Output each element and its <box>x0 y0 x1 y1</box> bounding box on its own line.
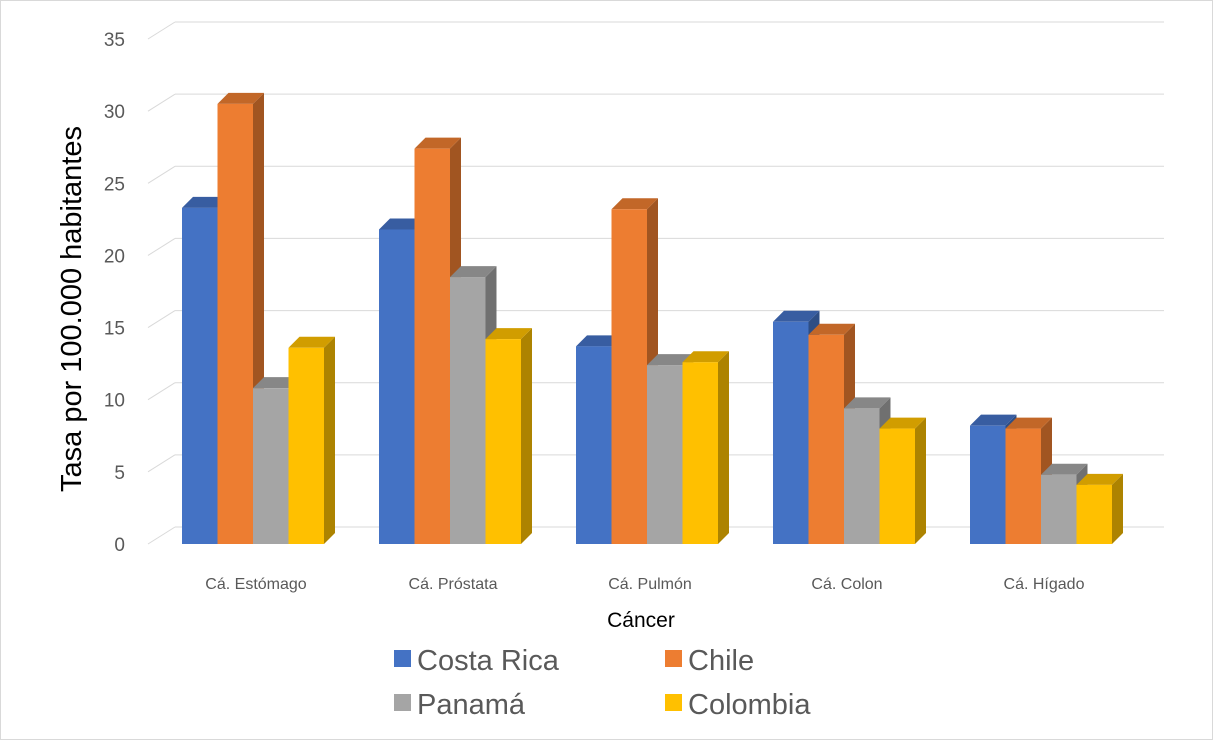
bar <box>288 336 335 544</box>
bar-side <box>521 328 532 544</box>
bar <box>1076 473 1123 544</box>
bar-top <box>576 335 623 347</box>
bar-front <box>1076 484 1112 544</box>
bar <box>217 92 264 544</box>
bar <box>485 328 532 544</box>
bar-front <box>682 362 718 544</box>
bar-top <box>682 351 729 363</box>
bar-top <box>485 328 532 340</box>
x-axis-label: Cáncer <box>607 609 675 632</box>
legend-item: Panamá <box>394 689 526 721</box>
legend-label: Costa Rica <box>417 645 560 677</box>
gridline-depth <box>147 454 176 473</box>
bar-side <box>1112 473 1123 544</box>
y-tick-label: 0 <box>114 535 125 556</box>
legend-swatch <box>394 694 411 711</box>
gridline-depth <box>147 93 176 112</box>
bar-front <box>970 425 1006 544</box>
legend-item: Costa Rica <box>394 645 560 677</box>
bar-front <box>182 207 218 545</box>
y-tick-label: 5 <box>114 463 125 484</box>
bar-front <box>611 209 647 544</box>
bar-front <box>450 277 486 544</box>
bar-top <box>611 198 658 210</box>
x-axis-categories: Cá. Estómago Cá. Próstata Cá. Pulmón Cá. Co… <box>205 576 1084 593</box>
bar-front <box>808 334 844 544</box>
gridline-depth <box>147 165 176 184</box>
bar-front <box>217 103 253 544</box>
bar-top <box>1041 463 1088 475</box>
bar-side <box>324 336 335 544</box>
y-axis-ticks: 0 5 10 15 20 25 30 35 <box>104 30 125 556</box>
gridline-depth <box>147 310 176 328</box>
bar-top <box>217 92 264 104</box>
legend-swatch <box>665 650 682 667</box>
bar-front <box>844 408 880 544</box>
bar-front <box>1041 474 1077 544</box>
bar-top <box>288 336 335 348</box>
bar-front <box>1005 428 1041 544</box>
y-tick-label: 20 <box>104 246 125 267</box>
bar-top <box>808 323 855 335</box>
bar-side <box>718 351 729 544</box>
bar-top <box>970 414 1017 426</box>
legend-label: Chile <box>688 645 754 677</box>
legend: Costa Rica Chile Panamá Colombia <box>394 645 811 721</box>
bar-top <box>773 310 820 322</box>
bar-front <box>773 321 809 544</box>
gridline-depth <box>147 382 176 401</box>
y-tick-label: 35 <box>104 30 125 51</box>
x-tick-label: Cá. Colon <box>811 576 882 593</box>
bar-top <box>379 218 426 230</box>
bar-front <box>253 388 289 544</box>
bar-top <box>450 266 497 278</box>
bar-front <box>288 347 324 544</box>
legend-label: Panamá <box>417 689 526 721</box>
legend-item: Colombia <box>665 689 811 721</box>
gridline-depth <box>147 21 176 40</box>
bar-top <box>414 137 461 149</box>
bar <box>682 351 729 544</box>
bar-top <box>879 417 926 429</box>
legend-item: Chile <box>665 645 754 677</box>
bar-top <box>647 354 694 366</box>
bar-top <box>844 397 891 409</box>
legend-swatch <box>665 694 682 711</box>
x-tick-label: Cá. Pulmón <box>608 576 692 593</box>
y-tick-label: 25 <box>104 174 125 195</box>
bar <box>879 417 926 544</box>
x-tick-label: Cá. Próstata <box>409 576 498 593</box>
bar-front <box>379 229 415 544</box>
bar-top <box>1005 417 1052 429</box>
x-tick-label: Cá. Hígado <box>1004 576 1085 593</box>
gridline-depth <box>147 526 176 545</box>
gridline-depth <box>147 238 176 256</box>
bar-top <box>1076 473 1123 485</box>
bar-top <box>253 377 300 389</box>
bar-front <box>576 346 612 544</box>
bar-front <box>414 148 450 544</box>
bar-side <box>915 417 926 544</box>
y-tick-label: 15 <box>104 319 125 340</box>
bar-top <box>182 196 229 208</box>
bars <box>182 92 1123 545</box>
y-tick-label: 10 <box>104 391 125 412</box>
legend-label: Colombia <box>688 689 811 721</box>
bar-front <box>485 339 521 544</box>
legend-swatch <box>394 650 411 667</box>
bar-front <box>647 365 683 544</box>
x-tick-label: Cá. Estómago <box>205 576 306 593</box>
y-axis-label: Tasa por 100.000 habitantes <box>56 126 88 492</box>
y-tick-label: 30 <box>104 102 125 123</box>
bar-front <box>879 428 915 544</box>
